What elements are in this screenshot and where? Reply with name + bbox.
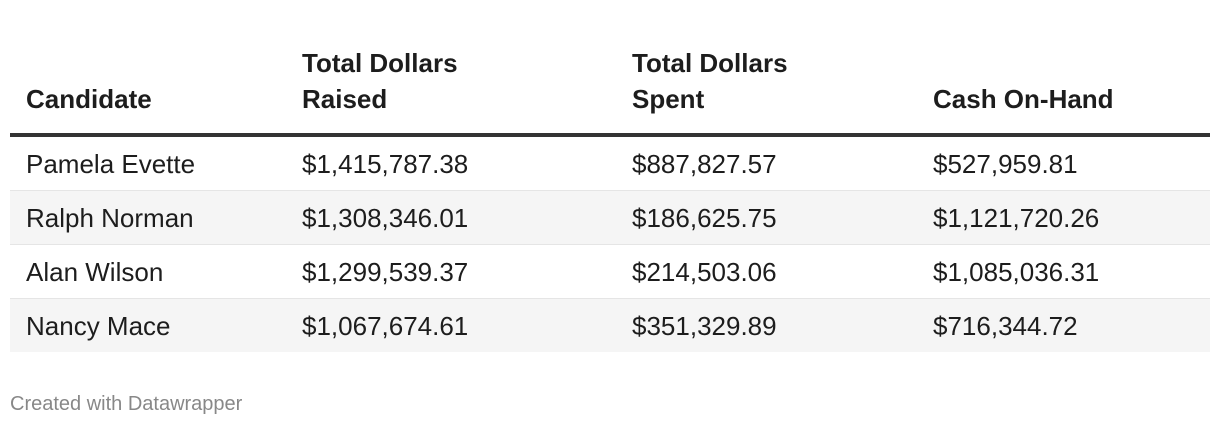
table-row: Nancy Mace $1,067,674.61 $351,329.89 $71… (10, 298, 1210, 352)
cell-candidate: Nancy Mace (10, 298, 286, 352)
cell-candidate: Alan Wilson (10, 244, 286, 299)
cell-total-spent: $351,329.89 (616, 298, 917, 352)
cell-total-raised: $1,299,539.37 (286, 244, 616, 299)
column-header-total-spent[interactable]: Total Dollars Spent (616, 36, 917, 137)
column-header-total-spent-line2: Spent (632, 84, 705, 114)
cell-candidate: Ralph Norman (10, 190, 286, 245)
cell-total-spent: $887,827.57 (616, 135, 917, 191)
column-header-cash-on-hand[interactable]: Cash On-Hand (917, 36, 1210, 137)
cell-candidate: Pamela Evette (10, 135, 286, 191)
column-header-candidate[interactable]: Candidate (10, 36, 286, 137)
table-row: Ralph Norman $1,308,346.01 $186,625.75 $… (10, 190, 1210, 245)
data-table-container: Candidate Total Dollars Raised Total Doll… (10, 36, 1210, 352)
cell-cash-on-hand: $716,344.72 (917, 298, 1210, 352)
datawrapper-credit[interactable]: Created with Datawrapper (10, 393, 243, 415)
column-header-total-raised-line2: Raised (302, 84, 388, 114)
cell-cash-on-hand: $1,085,036.31 (917, 244, 1210, 299)
table-row: Alan Wilson $1,299,539.37 $214,503.06 $1… (10, 244, 1210, 299)
table-row: Pamela Evette $1,415,787.38 $887,827.57 … (10, 135, 1210, 191)
column-header-total-raised[interactable]: Total Dollars Raised (286, 36, 616, 137)
cell-cash-on-hand: $527,959.81 (917, 135, 1210, 191)
column-header-total-spent-line1: Total Dollars (632, 48, 788, 78)
cell-total-spent: $214,503.06 (616, 244, 917, 299)
cell-total-raised: $1,308,346.01 (286, 190, 616, 245)
cell-total-raised: $1,067,674.61 (286, 298, 616, 352)
cell-total-raised: $1,415,787.38 (286, 135, 616, 191)
column-header-total-raised-line1: Total Dollars (302, 48, 458, 78)
cell-total-spent: $186,625.75 (616, 190, 917, 245)
candidate-finance-table: Candidate Total Dollars Raised Total Doll… (10, 36, 1210, 352)
cell-cash-on-hand: $1,121,720.26 (917, 190, 1210, 245)
table-header-row: Candidate Total Dollars Raised Total Doll… (10, 36, 1210, 137)
